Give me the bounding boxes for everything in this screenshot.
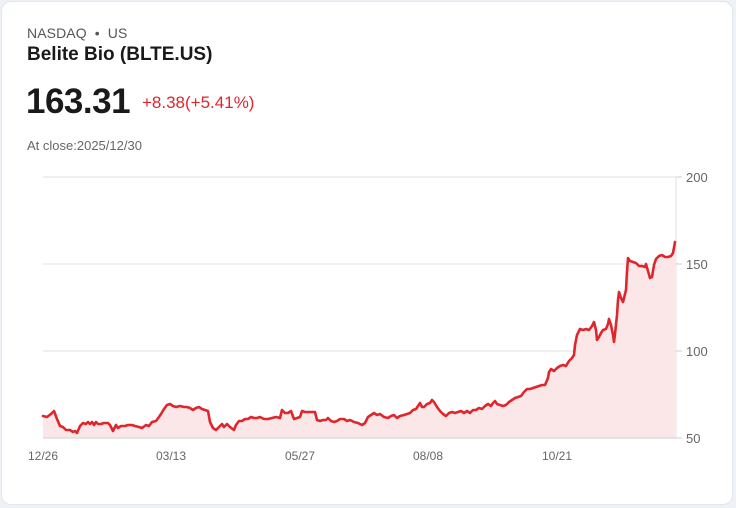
- x-tick-12-26: 12/26: [28, 449, 58, 463]
- x-tick-05-27: 05/27: [285, 449, 315, 463]
- region-label: US: [107, 25, 128, 41]
- price-line: [41, 240, 677, 435]
- exchange-line: NASDAQ • US: [27, 25, 127, 41]
- price-change: +8.38(+5.41%): [142, 93, 255, 112]
- separator-dot: •: [94, 25, 100, 41]
- y-tick-200: 200: [686, 170, 708, 185]
- x-tick-03-13: 03/13: [156, 449, 186, 463]
- close-date: At close:2025/12/30: [27, 138, 142, 153]
- x-tick-10-21: 10/21: [542, 449, 572, 463]
- x-tick-08-08: 08/08: [413, 449, 443, 463]
- x-axis-labels: 12/26 03/13 05/27 08/08 10/21: [28, 449, 572, 463]
- y-tick-150: 150: [686, 257, 708, 272]
- current-price: 163.31: [26, 82, 131, 121]
- grid-lines: [43, 176, 682, 439]
- stock-title: Belite Bio (BLTE.US): [27, 44, 213, 65]
- y-tick-100: 100: [686, 344, 708, 359]
- exchange-label: NASDAQ: [27, 25, 87, 41]
- y-axis-labels: 200 150 100 50: [686, 170, 708, 446]
- price-area-fill: [43, 242, 675, 438]
- y-tick-50: 50: [686, 431, 700, 446]
